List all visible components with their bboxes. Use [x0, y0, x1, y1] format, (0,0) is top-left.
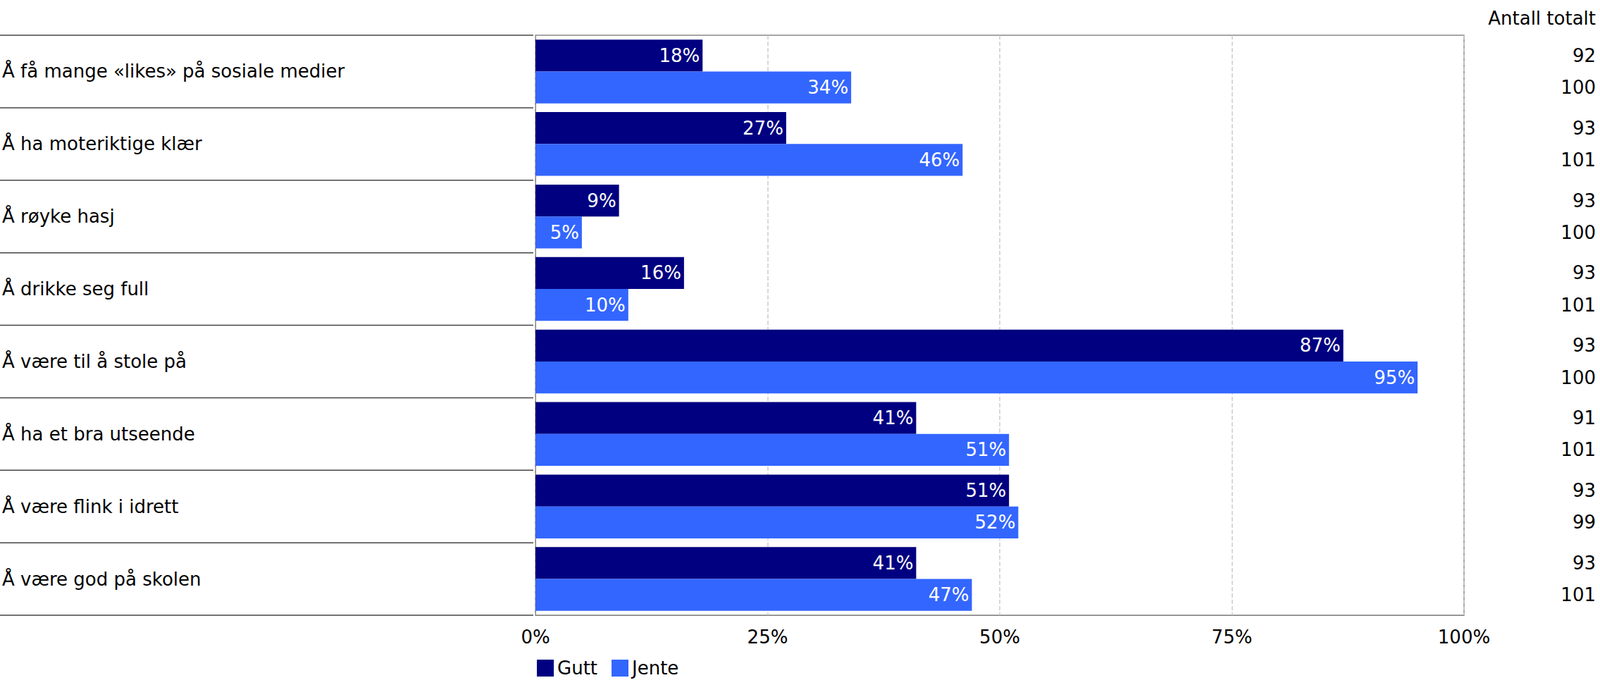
svg-text:95%: 95%	[1373, 367, 1415, 389]
svg-text:34%: 34%	[807, 76, 849, 98]
svg-text:93: 93	[1572, 334, 1596, 356]
svg-text:0%: 0%	[520, 626, 550, 648]
svg-text:101: 101	[1560, 438, 1596, 461]
svg-text:Jente: Jente	[630, 657, 679, 679]
svg-text:87%: 87%	[1299, 334, 1341, 356]
svg-text:25%: 25%	[747, 626, 789, 648]
svg-text:10%: 10%	[584, 294, 626, 316]
svg-text:Å være flink i idrett: Å være flink i idrett	[2, 495, 179, 518]
svg-text:52%: 52%	[975, 511, 1016, 533]
svg-text:93: 93	[1572, 262, 1596, 284]
svg-text:Å være til å stole på: Å være til å stole på	[2, 350, 187, 372]
svg-text:75%: 75%	[1211, 626, 1253, 648]
svg-text:101: 101	[1560, 584, 1596, 606]
svg-text:Å få mange «likes» på sosiale: Å få mange «likes» på sosiale medier	[2, 59, 345, 82]
svg-text:100: 100	[1560, 221, 1596, 244]
svg-text:51%: 51%	[965, 479, 1007, 501]
svg-text:Å være god på skolen: Å være god på skolen	[2, 567, 202, 590]
svg-text:101: 101	[1560, 149, 1596, 171]
svg-text:93: 93	[1572, 479, 1596, 501]
svg-text:18%: 18%	[658, 45, 700, 67]
svg-text:100: 100	[1560, 367, 1596, 389]
svg-text:41%: 41%	[872, 552, 914, 574]
svg-text:92: 92	[1572, 45, 1596, 67]
svg-text:93: 93	[1572, 190, 1596, 212]
svg-text:Å ha moteriktige klær: Å ha moteriktige klær	[2, 132, 203, 155]
svg-text:100: 100	[1560, 76, 1596, 98]
svg-text:Gutt: Gutt	[557, 657, 598, 679]
svg-text:Antall totalt: Antall totalt	[1487, 7, 1596, 29]
svg-text:47%: 47%	[928, 584, 970, 606]
svg-text:93: 93	[1572, 552, 1596, 574]
svg-text:27%: 27%	[742, 117, 784, 139]
svg-text:51%: 51%	[965, 438, 1007, 461]
svg-text:16%: 16%	[640, 262, 682, 284]
svg-text:Å drikke seg full: Å drikke seg full	[2, 277, 149, 300]
svg-text:101: 101	[1560, 294, 1596, 316]
svg-text:50%: 50%	[979, 626, 1021, 648]
svg-text:41%: 41%	[872, 407, 914, 429]
svg-text:100%: 100%	[1437, 626, 1491, 648]
svg-text:Å ha et bra utseende: Å ha et bra utseende	[2, 422, 196, 445]
svg-text:46%: 46%	[918, 149, 960, 171]
svg-text:Å røyke hasj: Å røyke hasj	[2, 205, 115, 227]
svg-text:99: 99	[1572, 511, 1596, 533]
svg-text:93: 93	[1572, 117, 1596, 139]
svg-text:91: 91	[1572, 407, 1596, 429]
svg-text:9%: 9%	[586, 190, 616, 212]
svg-text:5%: 5%	[550, 221, 580, 244]
